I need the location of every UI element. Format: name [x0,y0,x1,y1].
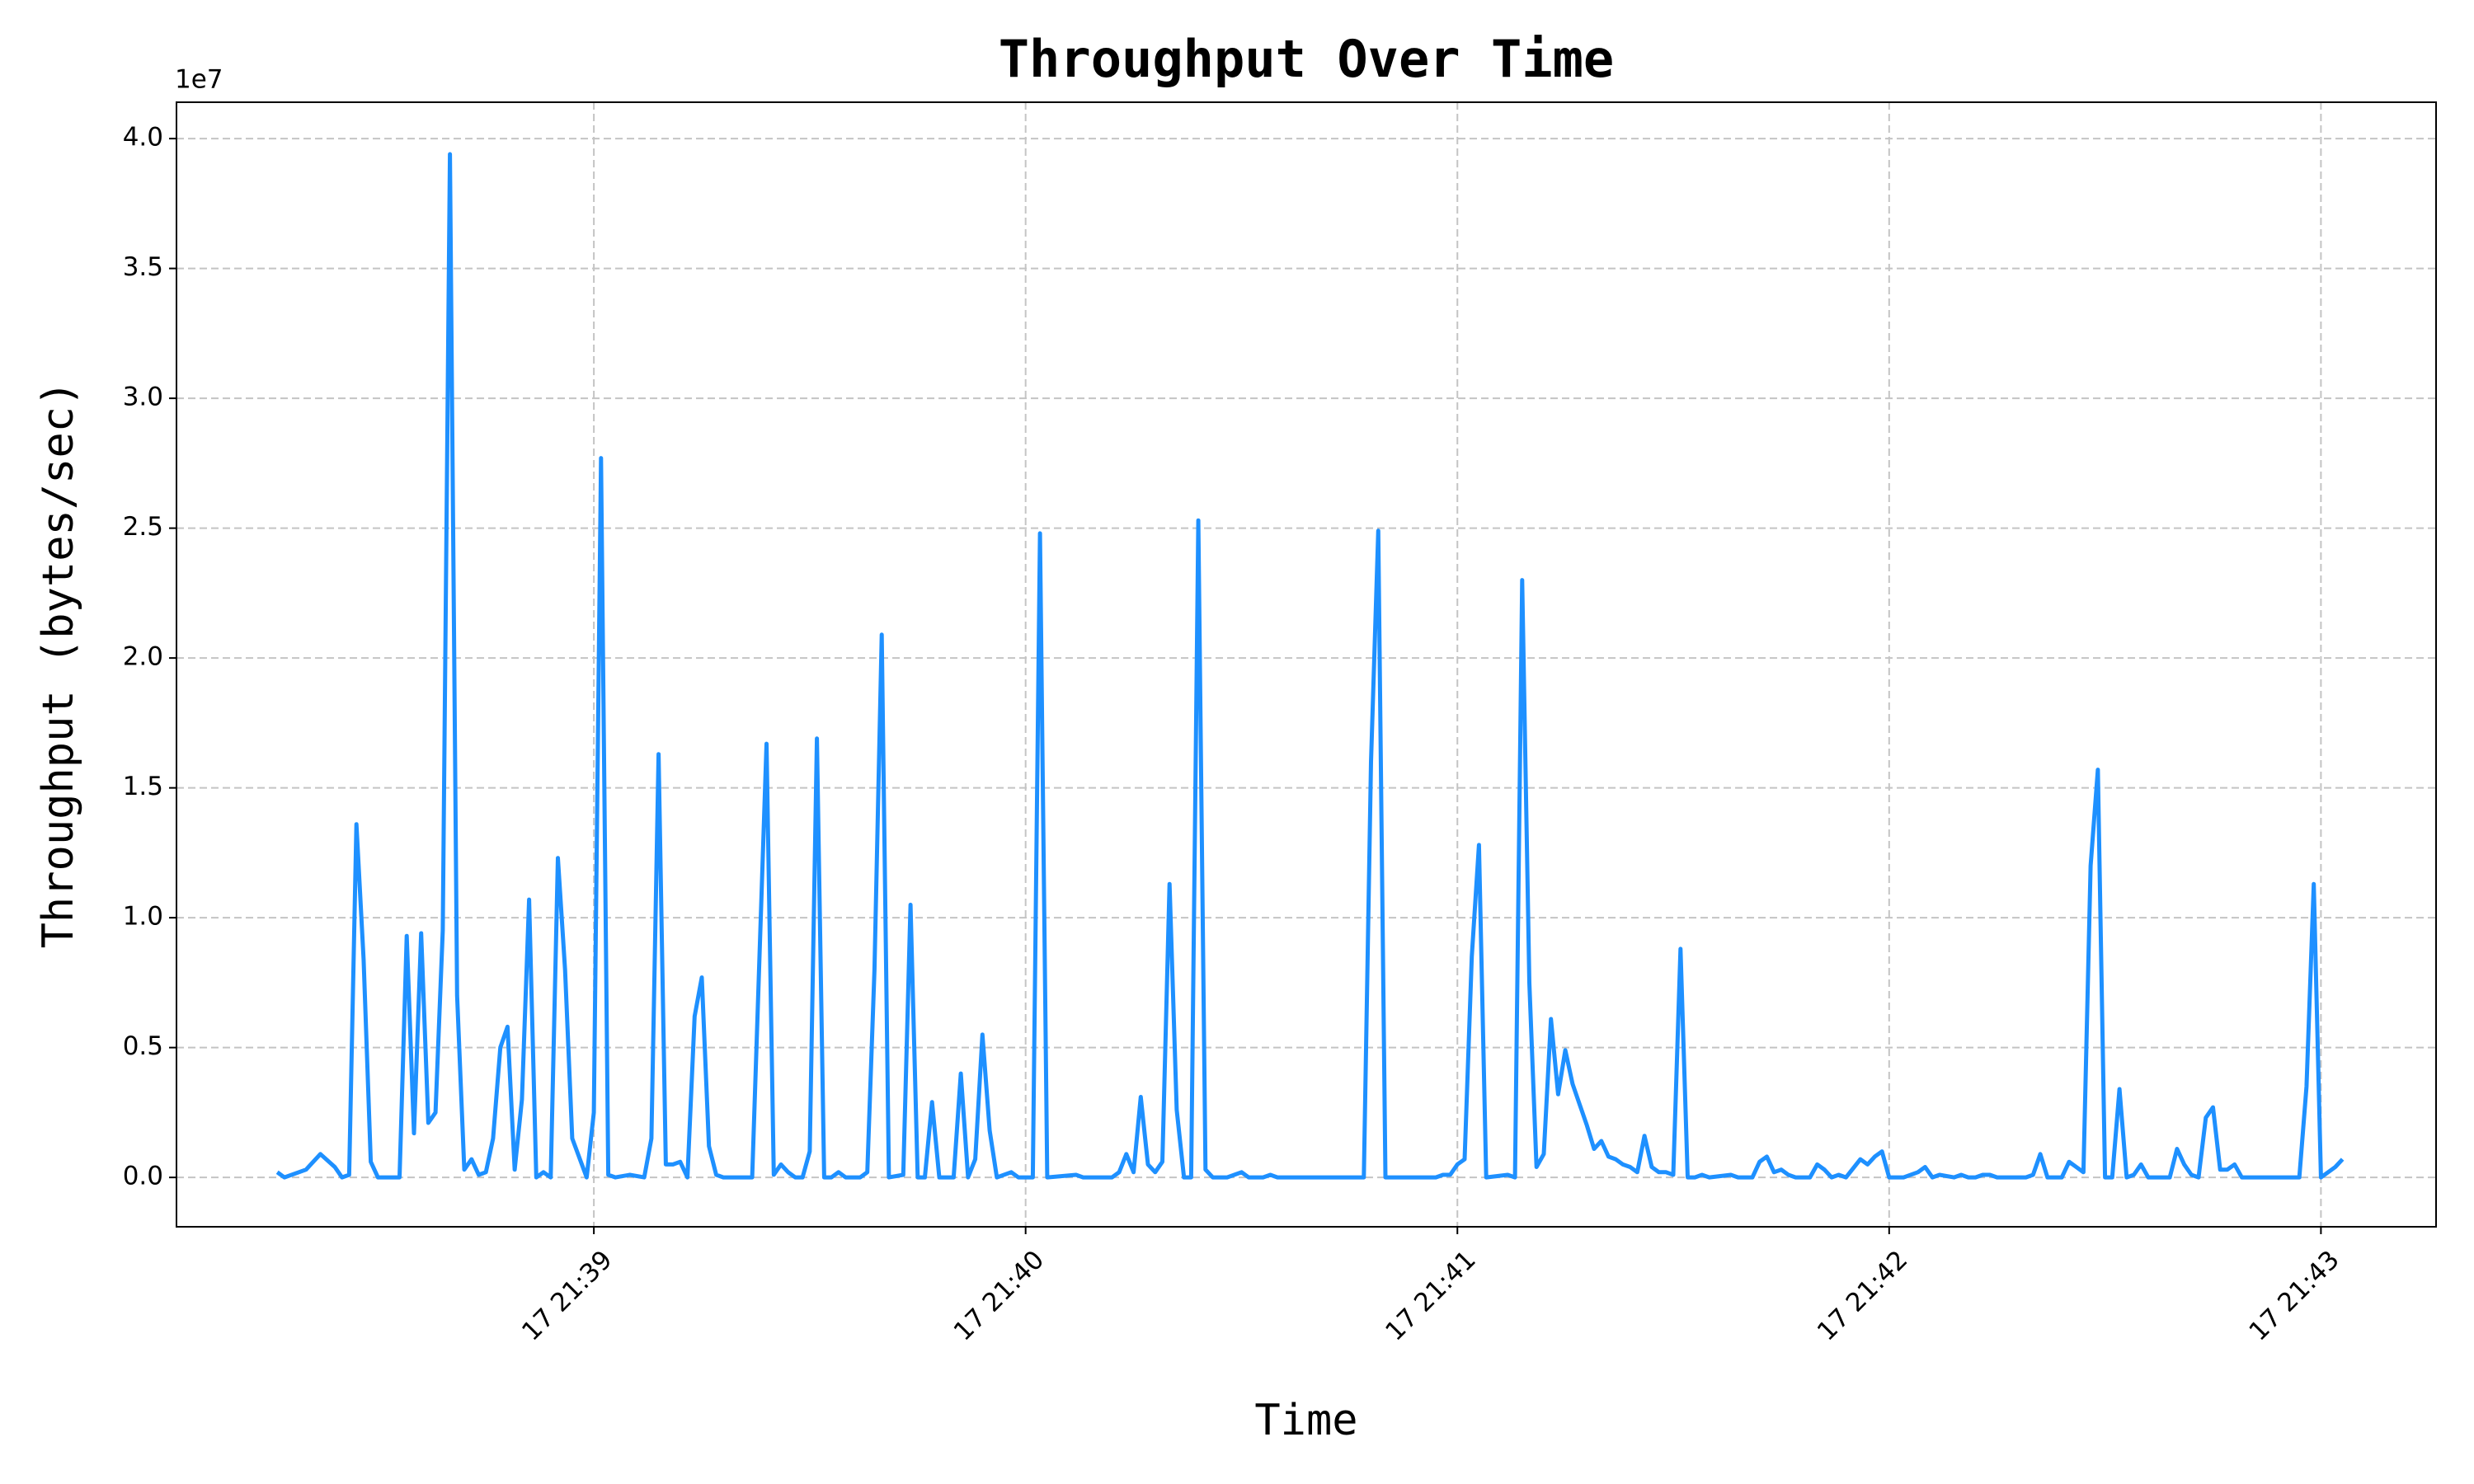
y-tick-label: 3.0 [123,383,163,412]
y-axis-label: Throughput (bytes/sec) [34,381,83,949]
chart-title: Throughput Over Time [999,29,1615,89]
data-line [275,152,2345,1180]
y-offset-label: 1e7 [175,65,223,95]
y-tick-label: 0.0 [123,1162,163,1191]
x-axis-label: Time [1254,1396,1357,1445]
y-tick-label: 0.5 [123,1031,163,1061]
y-tick-label: 1.0 [123,902,163,932]
y-tick-label: 1.5 [123,772,163,801]
y-tick-label: 2.5 [123,512,163,542]
y-tick-label: 3.5 [123,252,163,282]
y-tick-label: 2.0 [123,642,163,672]
plot-frame [176,101,2437,1228]
y-tick-label: 4.0 [123,123,163,153]
